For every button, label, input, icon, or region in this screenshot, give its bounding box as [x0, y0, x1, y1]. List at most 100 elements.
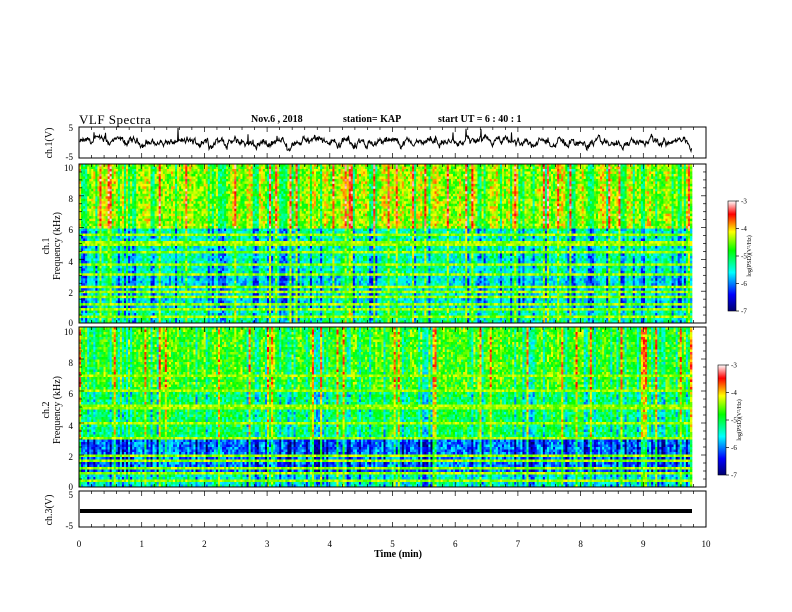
spectrogram-cell	[567, 164, 570, 167]
spectrogram-cell	[477, 166, 480, 170]
spectrogram-cell	[371, 176, 374, 180]
spectrogram-cell	[142, 201, 145, 205]
spectrogram-cell	[555, 186, 558, 190]
spectrogram-cell	[193, 168, 196, 172]
spectrogram-cell	[630, 178, 634, 182]
spectrogram-cell	[493, 193, 497, 197]
spectrogram-empty-region	[692, 164, 706, 323]
spectrogram-cell	[581, 171, 585, 175]
spectrogram-cell	[604, 193, 607, 197]
spectrogram-cell	[506, 176, 509, 180]
spectrogram-cell	[269, 181, 272, 185]
spectrogram-cell	[448, 168, 452, 172]
spectrogram-cell	[434, 181, 437, 185]
spectrogram-cell	[287, 196, 290, 200]
spectrogram-cell	[414, 178, 417, 182]
spectrogram-cell	[679, 181, 683, 185]
spectrogram-cell	[577, 191, 580, 195]
spectrogram-cell	[638, 178, 642, 182]
spectrogram-cell	[183, 183, 186, 187]
spectrogram-cell	[418, 188, 421, 192]
spectrogram-cell	[516, 186, 519, 190]
spectrogram-cell	[295, 183, 298, 187]
spectrogram-cell	[567, 196, 570, 200]
spectrogram-cell	[203, 191, 207, 195]
spectrogram-cell	[452, 173, 456, 177]
spectrogram-cell	[109, 188, 113, 192]
spectrogram-cell	[189, 193, 192, 197]
spectrogram-cell	[544, 186, 548, 190]
spectrogram-cell	[506, 196, 509, 200]
spectrogram-cell	[510, 176, 513, 180]
spectrogram-cell	[606, 191, 609, 195]
spectrogram-cell	[422, 196, 425, 200]
spectrogram-cell	[436, 201, 439, 205]
spectrogram-cell	[340, 176, 343, 180]
spectrogram-cell	[514, 183, 517, 187]
spectrogram-cell	[338, 178, 341, 182]
spectrogram-cell	[640, 171, 644, 175]
spectrogram-cell	[132, 181, 135, 185]
spectrogram-cell	[487, 171, 491, 175]
spectrogram-cell	[81, 203, 84, 207]
spectrogram-cell	[373, 176, 376, 180]
spectrogram-cell	[126, 164, 129, 167]
spectrogram-cell	[305, 196, 309, 200]
spectrogram-cell	[622, 164, 625, 167]
spectrogram-cell	[532, 176, 536, 180]
spectrogram-cell	[365, 181, 368, 185]
spectrogram-cell	[197, 198, 200, 202]
spectrogram-cell	[436, 176, 439, 180]
spectrogram-cell	[146, 196, 149, 200]
spectrogram-cell	[226, 173, 229, 177]
spectrogram-cell	[279, 166, 282, 170]
spectrogram-cell	[346, 166, 350, 170]
spectrogram-cell	[414, 171, 417, 175]
spectrogram-cell	[606, 183, 609, 187]
spectrogram-cell	[142, 193, 145, 197]
spectrogram-cell	[199, 173, 202, 177]
spectrogram-cell	[128, 188, 131, 192]
spectrogram-cell	[587, 168, 591, 172]
spectrogram-cell	[495, 176, 499, 180]
spectrogram-cell	[228, 198, 231, 202]
spectrogram-cell	[279, 181, 282, 185]
spectrogram-cell	[297, 181, 301, 185]
spectrogram-cell	[497, 181, 501, 185]
spectrogram-cell	[130, 201, 133, 205]
spectrogram-cell	[232, 203, 235, 207]
spectrogram-cell	[450, 164, 454, 167]
spectrogram-cell	[79, 198, 82, 202]
spectrogram-cell	[281, 191, 284, 195]
spectrogram-cell	[326, 183, 329, 187]
spectrogram-cell	[191, 164, 194, 167]
spectrogram-cell	[610, 183, 613, 187]
spectrogram-cell	[162, 188, 166, 192]
spectrogram-cell	[242, 178, 245, 182]
spectrogram-cell	[381, 201, 384, 205]
spectrogram-cell	[555, 164, 558, 167]
spectrogram-cell	[336, 168, 339, 172]
spectrogram-cell	[350, 181, 354, 185]
spectrogram-cell	[209, 196, 213, 200]
spectrogram-cell	[81, 164, 84, 167]
spectrogram-cell	[610, 178, 613, 182]
spectrogram-cell	[649, 173, 652, 177]
spectrogram-cell	[103, 183, 106, 187]
spectrogram-cell	[307, 168, 311, 172]
spectrogram-cell	[222, 164, 225, 167]
spectrogram-cell	[655, 171, 658, 175]
spectrogram-cell	[659, 191, 662, 195]
spectrogram-cell	[524, 201, 527, 205]
spectrogram-cell	[254, 166, 258, 170]
spectrogram-cell	[506, 164, 509, 167]
spectrogram-cell	[461, 193, 464, 197]
spectrogram-cell	[389, 181, 392, 185]
spectrogram-cell	[222, 181, 225, 185]
spectrogram-cell	[83, 181, 86, 185]
spectrogram-cell	[330, 183, 333, 187]
spectrogram-cell	[687, 198, 691, 202]
spectrogram-cell	[440, 176, 444, 180]
spectrogram-cell	[512, 201, 515, 205]
spectrogram-cell	[85, 181, 88, 185]
